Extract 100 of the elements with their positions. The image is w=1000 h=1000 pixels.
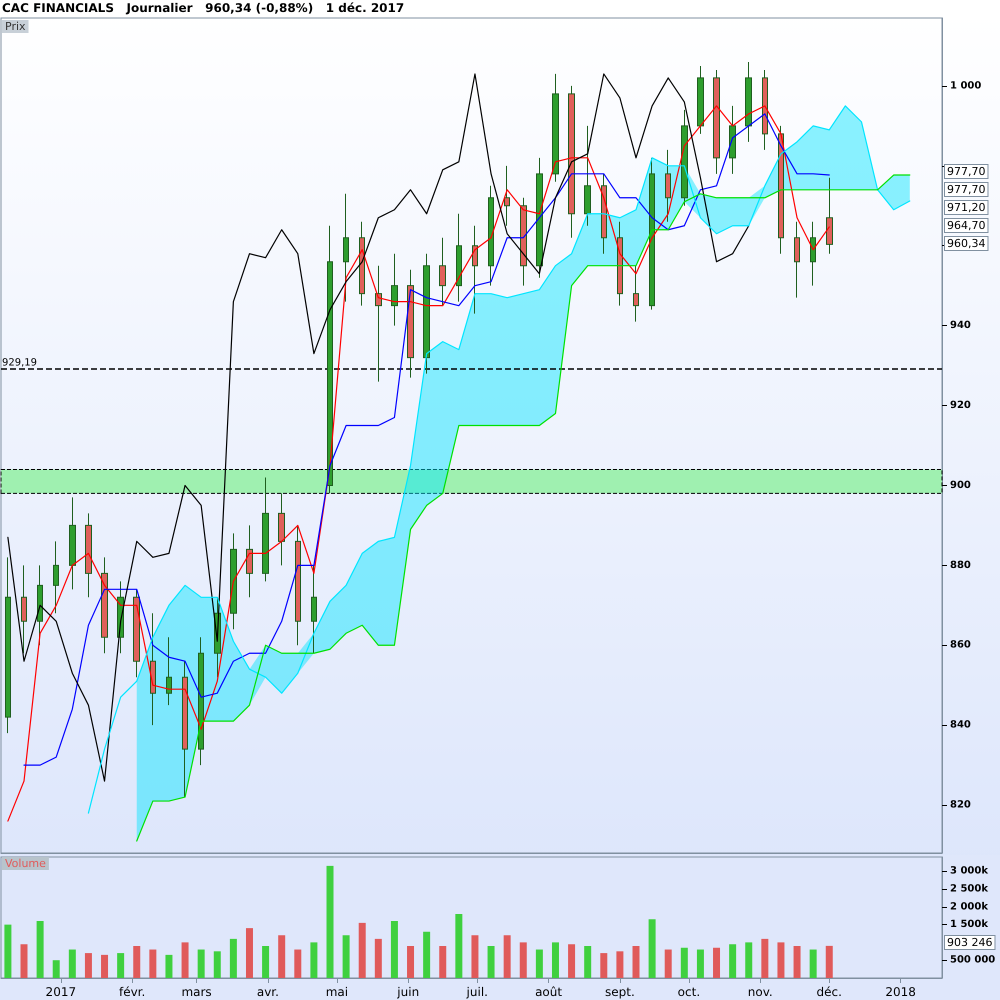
candlestick xyxy=(488,185,494,286)
bar xyxy=(4,924,12,978)
y-tick-label: 2 000k xyxy=(950,901,988,912)
bar xyxy=(632,946,640,978)
bar xyxy=(390,921,398,978)
x-tick-label: juin xyxy=(396,985,420,999)
candlestick xyxy=(69,496,76,590)
x-tick-label: nov. xyxy=(748,985,773,999)
bar xyxy=(374,938,382,978)
bar xyxy=(761,938,768,978)
bar xyxy=(133,946,140,978)
x-tick-label: juil. xyxy=(466,985,488,999)
candlestick xyxy=(681,109,688,206)
candlestick xyxy=(520,197,527,286)
bar xyxy=(20,944,28,978)
bar xyxy=(794,946,801,978)
bar xyxy=(101,954,108,978)
candlestick xyxy=(101,556,108,654)
candlestick xyxy=(5,556,11,734)
bar xyxy=(358,922,366,978)
bar xyxy=(214,951,221,978)
candlestick xyxy=(53,540,59,614)
x-tick-label: déc. xyxy=(816,985,842,999)
bar xyxy=(342,935,350,978)
candlestick xyxy=(504,165,510,226)
bar xyxy=(664,950,672,978)
candlestick xyxy=(198,636,204,766)
bar xyxy=(182,942,189,978)
bar xyxy=(198,950,205,978)
y-tick-label: 500 000 xyxy=(950,954,996,966)
candlestick xyxy=(568,85,575,238)
text: 977,70 xyxy=(947,165,986,178)
candlestick xyxy=(729,105,736,174)
candlestick xyxy=(536,157,543,278)
candlestick xyxy=(456,213,462,302)
bar xyxy=(230,938,237,978)
y-tick-label: 900 xyxy=(950,480,971,491)
candlestick xyxy=(617,221,623,306)
bar xyxy=(600,953,608,978)
candlestick xyxy=(21,564,27,654)
bar xyxy=(149,950,156,978)
text: 977,70 xyxy=(947,183,986,196)
candlestick xyxy=(472,225,478,314)
candlestick xyxy=(327,225,333,494)
y-axis-title: Prix xyxy=(5,20,26,33)
candlestick xyxy=(150,612,156,726)
y-tick-label: 860 xyxy=(950,640,971,651)
candlestick xyxy=(778,125,784,254)
bar xyxy=(488,946,495,978)
bar xyxy=(439,946,446,978)
candlestick xyxy=(826,177,833,254)
candlestick xyxy=(375,265,382,382)
bar xyxy=(826,946,833,978)
candlestick xyxy=(552,73,559,182)
candlestick xyxy=(794,221,800,298)
y-tick-label: 940 xyxy=(950,320,971,332)
bar xyxy=(278,935,286,978)
bar xyxy=(294,950,302,978)
candlestick xyxy=(246,524,253,598)
candlestick xyxy=(295,524,301,646)
y-tick-label: 820 xyxy=(950,800,971,811)
y-tick-label: 920 xyxy=(950,400,971,412)
text: 971,20 xyxy=(947,201,986,214)
y-tick-label: 2 500k xyxy=(950,884,988,895)
x-tick-label: mars xyxy=(181,985,212,999)
bar xyxy=(680,948,688,978)
bar xyxy=(696,950,704,978)
bar xyxy=(745,942,752,978)
x-tick-label: févr. xyxy=(118,985,146,999)
candlestick xyxy=(584,125,591,226)
candlestick xyxy=(407,269,414,378)
candlestick xyxy=(439,237,446,306)
bar xyxy=(262,946,270,978)
candlestick xyxy=(230,532,237,630)
candlestick xyxy=(85,512,92,598)
x-tick-label: oct. xyxy=(678,985,700,999)
candlestick xyxy=(182,660,188,798)
chart-title: Volume xyxy=(5,857,46,870)
bar xyxy=(326,866,334,978)
bar xyxy=(423,932,430,978)
candlestick xyxy=(37,564,43,646)
candlestick xyxy=(391,253,398,326)
candlestick xyxy=(262,476,269,582)
bar xyxy=(536,950,543,978)
bar xyxy=(520,942,527,978)
candlestick xyxy=(311,564,317,654)
bar xyxy=(52,960,60,978)
candlestick xyxy=(133,588,140,678)
candlestick xyxy=(762,69,768,150)
bar xyxy=(84,953,92,978)
bar xyxy=(36,921,44,978)
bar xyxy=(729,944,736,978)
bar xyxy=(455,914,462,978)
ref-line-label: 929,19 xyxy=(2,357,37,368)
candlestick xyxy=(278,492,285,566)
bar xyxy=(310,942,318,978)
bar xyxy=(165,954,172,978)
bar xyxy=(777,942,784,978)
x-tick-label: avr. xyxy=(256,985,279,999)
x-tick-label: mai xyxy=(326,985,348,999)
